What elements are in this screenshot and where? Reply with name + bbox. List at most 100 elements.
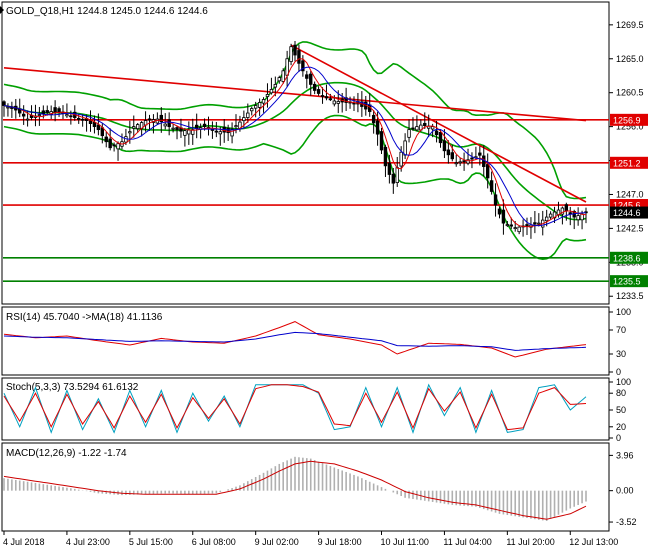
candle-body xyxy=(309,73,313,85)
candle-body xyxy=(250,108,254,112)
time-tick-label: 5 Jul 15:00 xyxy=(129,537,173,547)
candle-body xyxy=(411,127,415,130)
candle-body xyxy=(214,130,219,133)
candle-body xyxy=(136,124,140,130)
price-tick-label: 1233.5 xyxy=(616,291,644,301)
candle-body xyxy=(430,126,435,130)
price-tick-label: 1247.0 xyxy=(616,189,644,199)
candle-body xyxy=(352,102,356,105)
candle-body xyxy=(478,152,482,156)
macd-tick-label: -3.52 xyxy=(616,517,637,527)
stoch-series-line xyxy=(3,384,587,431)
candle-body xyxy=(45,110,49,113)
candle-body xyxy=(297,50,301,64)
candle-body xyxy=(497,208,502,215)
candle-body xyxy=(112,144,116,147)
candle-body xyxy=(509,224,513,227)
candle-body xyxy=(202,123,207,128)
level-price-label: 1251.2 xyxy=(613,158,641,168)
candle-body xyxy=(470,157,474,160)
macd-tick-label: 0.00 xyxy=(616,486,634,496)
level-price-label: 1245.6 xyxy=(613,201,641,211)
candle-body xyxy=(493,194,498,206)
macd-panel[interactable]: MACD(12,26,9) -1.22 -1.74 3.96 0.00 -3.52 xyxy=(1,442,637,532)
time-tick-label: 11 Jul 04:00 xyxy=(443,537,491,547)
candle-body xyxy=(100,127,105,137)
candle-body xyxy=(379,131,384,151)
candle-body xyxy=(560,207,565,215)
candle-body xyxy=(147,118,152,121)
candle-body xyxy=(301,60,305,72)
candle-body xyxy=(2,101,6,106)
candle-body xyxy=(104,136,108,143)
candle-body xyxy=(423,122,427,127)
candle-body xyxy=(175,127,179,131)
candle-body xyxy=(171,127,175,130)
time-tick-label: 6 Jul 08:00 xyxy=(192,537,236,547)
candle-body xyxy=(552,211,557,219)
candle-body xyxy=(226,127,230,134)
candle-body xyxy=(332,100,337,105)
candle-body xyxy=(501,209,506,224)
candle-body xyxy=(564,204,569,212)
candle-body xyxy=(234,125,238,128)
trend-line xyxy=(3,67,587,122)
candle-body xyxy=(277,77,281,82)
candle-body xyxy=(65,114,69,117)
stoch-tick-label: 20 xyxy=(616,422,626,432)
candle-body xyxy=(434,130,439,136)
candle-body xyxy=(328,98,333,101)
rsi-panel[interactable]: RSI(14) 45.7040 ->MA(18) 41.1136 100 70 30… xyxy=(1,306,631,377)
bollinger-middle-band xyxy=(3,81,587,221)
rsi-title: RSI(14) 45.7040 ->MA(18) 41.1136 xyxy=(6,312,163,323)
candle-body xyxy=(316,89,321,94)
rsi-tick-label: 0 xyxy=(616,367,621,377)
price-chart-title: GOLD_Q18,H1 1244.8 1245.0 1244.6 1244.6 xyxy=(6,6,208,17)
candle-body xyxy=(407,129,411,138)
candle-body xyxy=(261,99,266,104)
candle-body xyxy=(281,70,285,82)
candle-body xyxy=(159,114,163,122)
trend-line xyxy=(290,44,587,203)
candle-body xyxy=(167,119,171,128)
candle-body xyxy=(242,117,246,122)
level-price-tag xyxy=(610,156,648,169)
candle-body xyxy=(69,115,73,118)
candle-body xyxy=(336,101,340,104)
candle-body xyxy=(450,152,454,160)
candle-body xyxy=(128,131,132,134)
candle-body xyxy=(383,146,388,167)
candle-body xyxy=(269,89,274,94)
candle-body xyxy=(163,123,167,127)
level-price-label: 1256.9 xyxy=(613,115,641,125)
candle-body xyxy=(438,131,443,144)
candle-body xyxy=(41,110,46,114)
rsi-tick-label: 30 xyxy=(616,349,626,359)
candle-body xyxy=(371,114,376,124)
time-tick-label: 9 Jul 18:00 xyxy=(318,537,362,547)
candle-body xyxy=(187,129,191,135)
current-price-tag xyxy=(610,206,648,219)
candle-body xyxy=(395,167,399,183)
candle-body xyxy=(191,129,195,135)
price-tick-label: 1265.0 xyxy=(616,54,644,64)
price-tick-label: 1260.5 xyxy=(616,88,644,98)
candle-body xyxy=(88,120,93,125)
candle-body xyxy=(92,121,97,128)
candle-body xyxy=(273,84,278,88)
candle-body xyxy=(312,83,317,91)
candle-body xyxy=(446,149,451,156)
price-panel[interactable]: GOLD_Q18,H1 1244.8 1245.0 1244.6 1244.6 … xyxy=(0,1,648,305)
candle-body xyxy=(458,161,462,164)
rsi-tick-label: 100 xyxy=(616,307,631,317)
candle-body xyxy=(289,46,293,62)
candle-body xyxy=(454,162,458,165)
candle-body xyxy=(210,129,215,131)
candle-body xyxy=(132,126,136,129)
candle-body xyxy=(525,224,529,227)
level-price-tag xyxy=(610,251,648,264)
candle-body xyxy=(399,151,403,167)
candle-body xyxy=(548,213,553,218)
